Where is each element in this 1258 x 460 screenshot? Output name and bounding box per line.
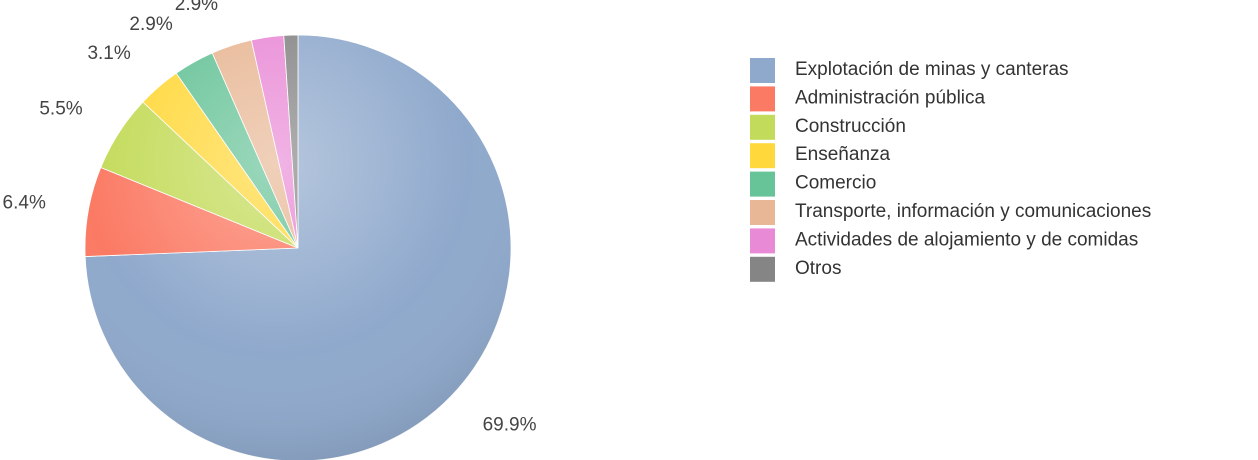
legend-label: Administración pública bbox=[795, 87, 986, 108]
legend-swatch bbox=[750, 228, 775, 254]
legend-swatch bbox=[750, 256, 775, 282]
slice-label: 2.9% bbox=[129, 14, 172, 35]
legend-label: Enseñanza bbox=[795, 144, 891, 165]
legend-swatch bbox=[750, 86, 775, 112]
legend-label: Transporte, información y comunicaciones bbox=[795, 201, 1151, 222]
legend-label: Explotación de minas y canteras bbox=[795, 59, 1069, 80]
slice-label: 2.3% bbox=[240, 0, 283, 5]
legend-swatch bbox=[750, 114, 775, 140]
legend-swatch bbox=[750, 200, 775, 225]
slice-label: 3.1% bbox=[87, 43, 130, 64]
legend-label: Actividades de alojamiento y de comidas bbox=[795, 229, 1138, 250]
legend-swatch bbox=[750, 58, 775, 83]
slice-label: 2.9% bbox=[175, 0, 218, 15]
slice-label: 69.9% bbox=[483, 414, 537, 435]
slice-label: 5.5% bbox=[39, 99, 82, 120]
legend-label: Otros bbox=[795, 258, 841, 279]
legend-swatch bbox=[750, 143, 775, 169]
legend-label: Construcción bbox=[795, 116, 906, 137]
legend-label: Comercio bbox=[795, 173, 876, 194]
slice-label: 6.4% bbox=[3, 193, 46, 214]
slice-label: 1.0% bbox=[268, 0, 311, 2]
legend-swatch bbox=[750, 171, 775, 197]
legend: Explotación de minas y canteras Administr… bbox=[750, 58, 1151, 282]
